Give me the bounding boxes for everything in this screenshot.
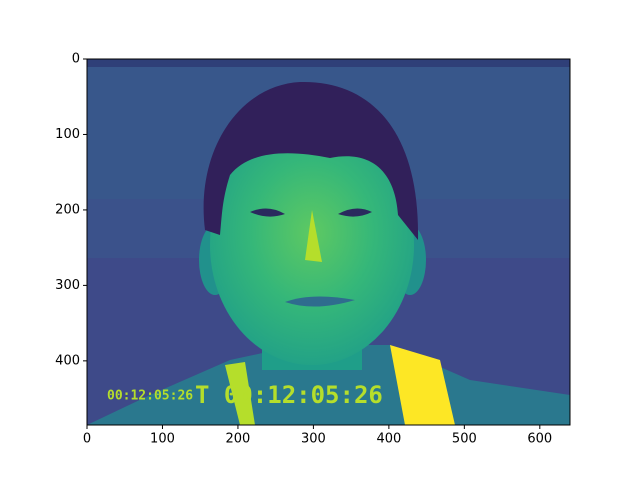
y-tick-label: 200 <box>55 202 80 217</box>
y-tick-label: 300 <box>55 278 80 293</box>
x-tick-label: 500 <box>452 432 477 447</box>
x-tick-label: 200 <box>226 432 251 447</box>
x-tick-label: 100 <box>150 432 175 447</box>
y-tick-label: 100 <box>55 127 80 142</box>
x-tick-label: 300 <box>301 432 326 447</box>
timecode-small: 00:12:05:26 <box>107 389 193 404</box>
y-tick-label: 0 <box>72 52 80 67</box>
axes-frame <box>86 58 571 426</box>
x-tick-label: 600 <box>527 432 552 447</box>
y-tick-label: 400 <box>55 353 80 368</box>
timecode-large: T 00:12:05:26 <box>195 381 383 409</box>
x-tick-label: 0 <box>83 432 91 447</box>
x-tick-label: 400 <box>376 432 401 447</box>
image: 00:12:05:26 T 00:12:05:26 <box>87 59 570 425</box>
